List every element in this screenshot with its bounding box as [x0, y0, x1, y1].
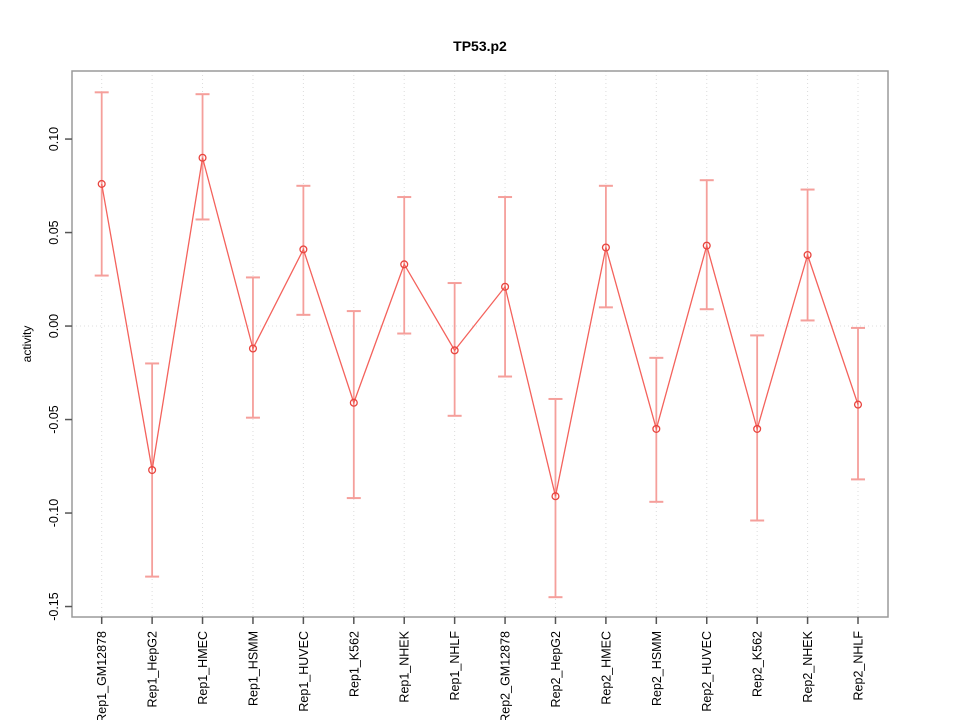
y-tick-label: -0.10 — [47, 499, 61, 528]
y-tick-label: 0.10 — [47, 127, 61, 151]
x-tick-label: Rep1_GM12878 — [95, 631, 109, 720]
x-tick-label: Rep1_HepG2 — [146, 631, 160, 707]
x-tick-label: Rep2_HepG2 — [549, 631, 563, 707]
data-point — [803, 250, 812, 260]
y-tick-label: 0.05 — [47, 220, 61, 244]
data-point — [652, 424, 661, 433]
data-point — [551, 492, 560, 501]
x-tick-label: Rep2_NHLF — [852, 631, 866, 701]
x-tick-label: Rep1_NHLF — [448, 631, 462, 701]
x-tick-label: Rep2_HMEC — [599, 631, 613, 705]
chart-title: TP53.p2 — [453, 38, 507, 54]
x-tick-label: Rep1_NHEK — [398, 630, 412, 702]
x-tick-label: Rep2_HSMM — [650, 631, 664, 706]
data-point — [97, 179, 106, 188]
x-tick-label: Rep1_HMEC — [196, 631, 210, 705]
y-tick-label: 0.00 — [47, 314, 61, 338]
x-tick-label: Rep2_GM12878 — [499, 631, 513, 720]
data-point — [601, 243, 610, 252]
x-tick-label: Rep2_NHEK — [801, 630, 815, 702]
data-point — [148, 465, 157, 475]
data-point — [248, 344, 258, 353]
x-tick-label: Rep2_K562 — [751, 631, 765, 697]
data-point — [450, 346, 459, 355]
data-point — [753, 424, 762, 433]
y-axis-title: activity — [20, 325, 34, 363]
data-point — [198, 153, 207, 162]
plot-frame — [71, 70, 889, 618]
y-tick-label: -0.05 — [47, 405, 61, 434]
data-point — [299, 245, 308, 254]
data-point — [853, 400, 863, 409]
data-point — [400, 260, 409, 269]
x-tick-label: Rep1_HUVEC — [297, 631, 311, 712]
data-point — [349, 398, 358, 407]
data-point — [501, 282, 510, 291]
series-line — [101, 157, 859, 497]
x-tick-label: Rep1_K562 — [347, 631, 361, 697]
y-tick-label: -0.15 — [47, 592, 61, 621]
x-tick-label: Rep2_HUVEC — [700, 631, 714, 712]
data-point — [702, 241, 711, 250]
x-tick-label: Rep1_HSMM — [246, 631, 260, 706]
